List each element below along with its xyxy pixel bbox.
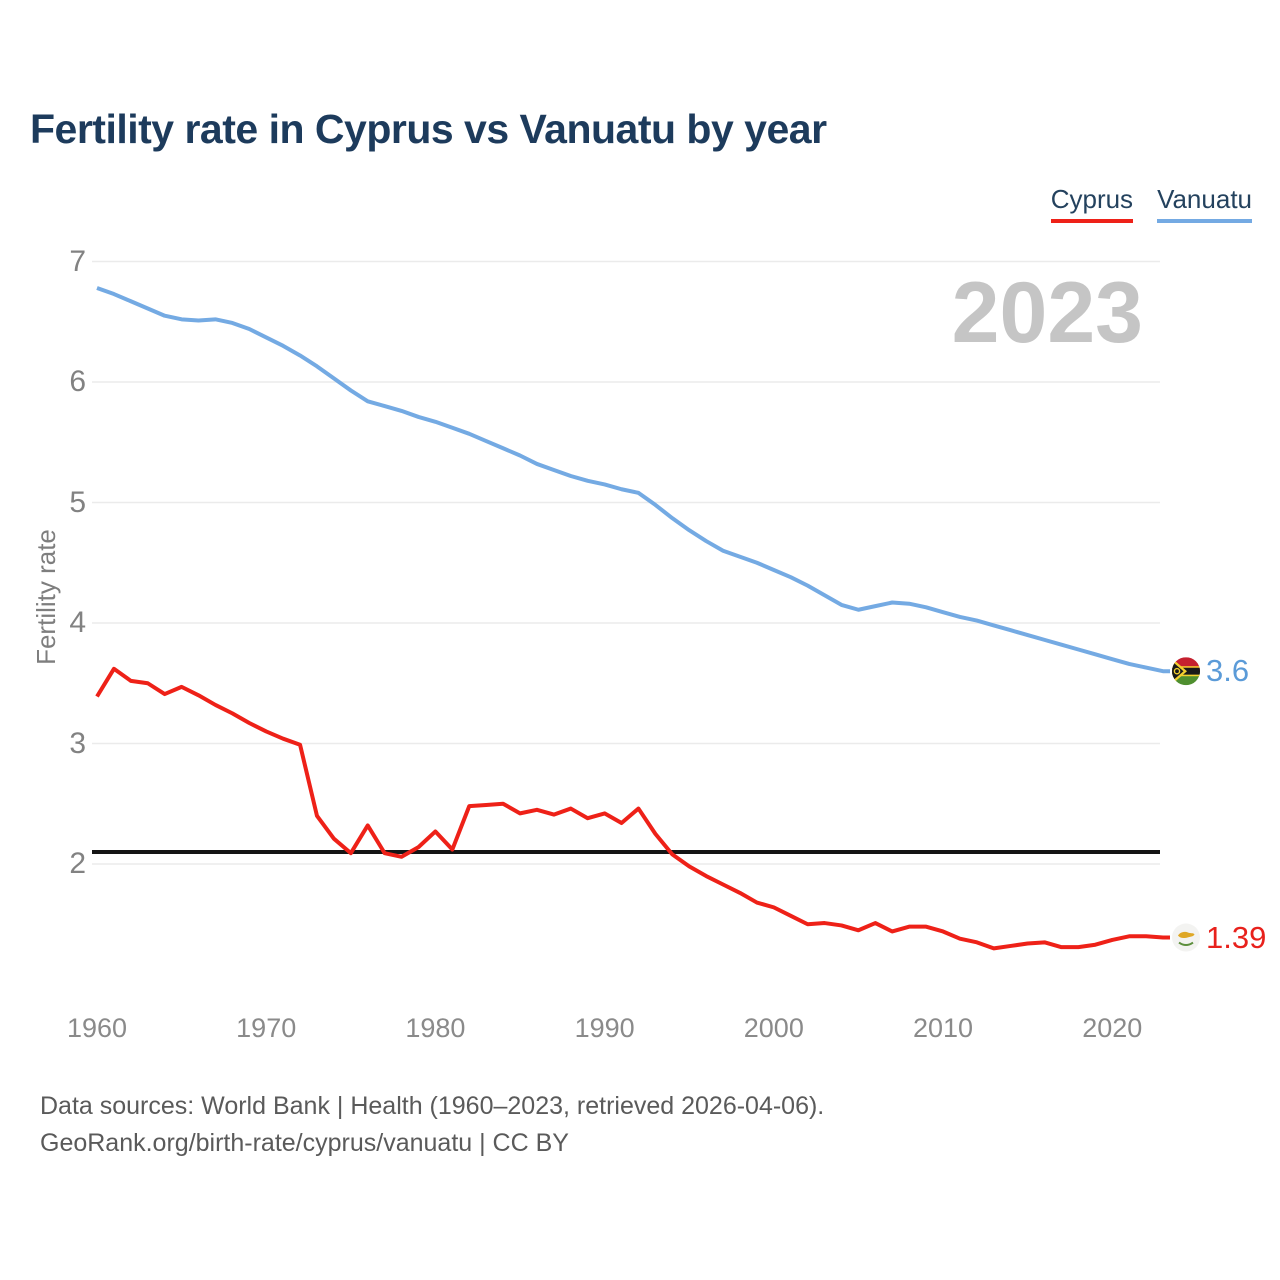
y-tick-3: 3: [69, 726, 86, 760]
x-tick-1960: 1960: [66, 1013, 128, 1043]
watermark-year: 2023: [951, 265, 1143, 361]
vanuatu-end-value: 3.6: [1206, 653, 1250, 689]
x-tick-2010: 2010: [912, 1013, 974, 1043]
footer: Data sources: World Bank | Health (1960–…: [40, 1088, 824, 1162]
olive-branches: [1178, 941, 1194, 947]
cyprus-line: [95, 666, 1170, 951]
x-tick-2020: 2020: [1082, 1013, 1143, 1043]
cyprus-island-shape: [1178, 931, 1195, 939]
y-tick-6: 6: [69, 365, 86, 398]
y-tick-7: 7: [69, 244, 86, 278]
y-tick-5: 5: [69, 485, 86, 519]
footer-data-sources: Data sources: World Bank | Health (1960–…: [40, 1092, 825, 1120]
page-title: Fertility rate in Cyprus vs Vanuatu by y…: [30, 106, 827, 152]
y-tick-2: 2: [69, 847, 86, 880]
cyprus-end-value: 1.39: [1206, 919, 1267, 955]
x-tick-1980: 1980: [405, 1013, 466, 1043]
vanuatu-flag-icon: [1172, 657, 1200, 686]
legend-item-vanuatu[interactable]: Vanuatu: [1157, 185, 1252, 223]
legend-item-cyprus[interactable]: Cyprus: [1050, 185, 1134, 223]
footer-attribution: GeoRank.org/birth-rate/cyprus/vanuatu | …: [40, 1129, 569, 1157]
x-tick-1990: 1990: [574, 1013, 635, 1043]
x-tick-2000: 2000: [743, 1013, 804, 1043]
y-tick-4: 4: [69, 606, 86, 639]
legend: Cyprus Vanuatu: [1050, 185, 1252, 223]
x-tick-1970: 1970: [236, 1013, 297, 1043]
vanuatu-line: [96, 286, 1170, 674]
